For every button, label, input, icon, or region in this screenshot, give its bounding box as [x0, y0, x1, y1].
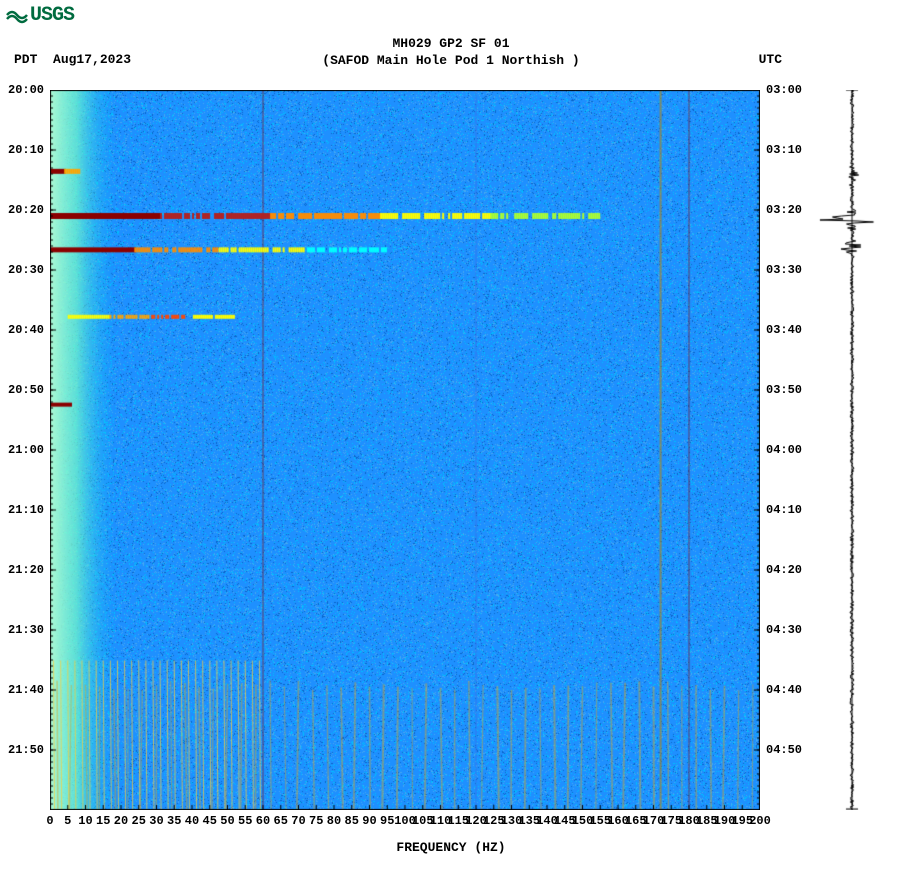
y-tick-right: 03:30	[766, 263, 802, 277]
x-tick-label: 40	[185, 814, 199, 828]
y-tick-right: 04:20	[766, 563, 802, 577]
usgs-logo: USGS	[6, 4, 74, 27]
y-tick-left: 20:40	[8, 323, 44, 337]
x-tick-label: 30	[149, 814, 163, 828]
y-tick-right: 04:00	[766, 443, 802, 457]
y-tick-left: 20:30	[8, 263, 44, 277]
y-tick-right: 04:10	[766, 503, 802, 517]
x-tick-label: 5	[64, 814, 71, 828]
spectrogram-chart	[50, 90, 760, 810]
x-tick-label: 95	[380, 814, 394, 828]
logo-text: USGS	[30, 4, 74, 27]
side-seismogram	[812, 90, 892, 810]
x-tick-label: 75	[309, 814, 323, 828]
y-tick-left: 21:30	[8, 623, 44, 637]
x-axis-title: FREQUENCY (HZ)	[396, 840, 505, 855]
y-tick-left: 21:10	[8, 503, 44, 517]
y-tick-left: 20:20	[8, 203, 44, 217]
x-tick-label: 15	[96, 814, 110, 828]
y-tick-right: 04:40	[766, 683, 802, 697]
right-timezone-label: UTC	[759, 52, 782, 67]
x-tick-label: 10	[78, 814, 92, 828]
seismogram-canvas	[812, 90, 892, 810]
x-tick-label: 0	[46, 814, 53, 828]
y-tick-right: 03:00	[766, 83, 802, 97]
x-tick-label: 90	[362, 814, 376, 828]
x-tick-label: 45	[203, 814, 217, 828]
x-tick-label: 60	[256, 814, 270, 828]
y-tick-left: 20:50	[8, 383, 44, 397]
y-tick-left: 21:40	[8, 683, 44, 697]
x-tick-label: 35	[167, 814, 181, 828]
y-tick-left: 20:00	[8, 83, 44, 97]
y-tick-right: 03:10	[766, 143, 802, 157]
y-tick-right: 03:50	[766, 383, 802, 397]
y-tick-right: 03:40	[766, 323, 802, 337]
y-tick-left: 21:00	[8, 443, 44, 457]
y-tick-left: 21:50	[8, 743, 44, 757]
y-tick-right: 03:20	[766, 203, 802, 217]
left-timezone-label: PDT Aug17,2023	[14, 52, 131, 67]
x-tick-label: 80	[327, 814, 341, 828]
y-tick-right: 04:30	[766, 623, 802, 637]
x-tick-label: 65	[274, 814, 288, 828]
x-tick-label: 200	[749, 814, 771, 828]
x-tick-label: 55	[238, 814, 252, 828]
x-tick-label: 70	[291, 814, 305, 828]
y-tick-right: 04:50	[766, 743, 802, 757]
title-line1: MH029 GP2 SF 01	[0, 36, 902, 53]
y-tick-left: 21:20	[8, 563, 44, 577]
x-tick-label: 50	[220, 814, 234, 828]
spectrogram-canvas	[50, 90, 760, 810]
x-tick-label: 25	[132, 814, 146, 828]
x-tick-label: 20	[114, 814, 128, 828]
x-tick-label: 85	[345, 814, 359, 828]
y-tick-left: 20:10	[8, 143, 44, 157]
